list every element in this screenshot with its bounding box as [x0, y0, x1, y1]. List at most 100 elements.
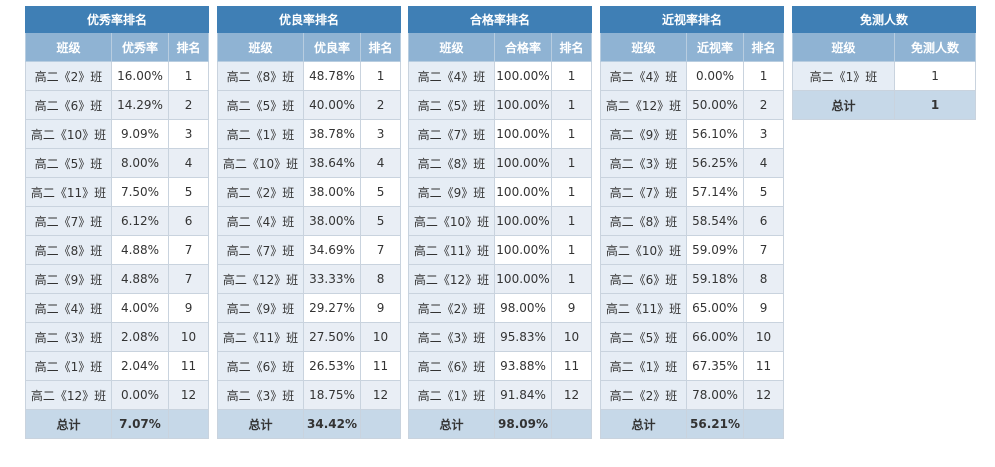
- rate-cell: 56.25%: [686, 148, 744, 178]
- rank-cell: 10: [742, 322, 785, 352]
- table-row: 高二《10》班 38.64% 4: [217, 148, 402, 178]
- table-row: 高二《3》班 95.83% 10: [408, 322, 593, 352]
- class-cell: 高二《6》班: [408, 351, 495, 381]
- rate-cell: 95.83%: [494, 322, 552, 352]
- rate-cell: 27.50%: [303, 322, 361, 352]
- rank-cell: 7: [742, 235, 785, 265]
- class-cell: 高二《1》班: [25, 351, 112, 381]
- rate-cell: 16.00%: [111, 61, 169, 91]
- rank-cell: 3: [742, 119, 785, 149]
- table-row: 高二《12》班 100.00% 1: [408, 264, 593, 294]
- class-cell: 高二《4》班: [600, 61, 687, 91]
- table-row: 高二《8》班 48.78% 1: [217, 61, 402, 91]
- table-row: 高二《1》班 1: [792, 61, 977, 91]
- column-header-rate: 优秀率: [111, 32, 169, 62]
- table-row: 高二《3》班 2.08% 10: [25, 322, 210, 352]
- table-row: 高二《3》班 56.25% 4: [600, 148, 785, 178]
- rank-cell: 1: [550, 119, 593, 149]
- table-row: 高二《1》班 38.78% 3: [217, 119, 402, 149]
- rate-cell: 34.69%: [303, 235, 361, 265]
- rate-cell: 56.10%: [686, 119, 744, 149]
- table-row: 高二《5》班 40.00% 2: [217, 90, 402, 120]
- rate-cell: 8.00%: [111, 148, 169, 178]
- table-row: 高二《2》班 16.00% 1: [25, 61, 210, 91]
- column-header-rank: 排名: [742, 32, 785, 62]
- rate-cell: 2.04%: [111, 351, 169, 381]
- class-cell: 高二《2》班: [25, 61, 112, 91]
- column-header-class: 班级: [600, 32, 687, 62]
- class-cell: 高二《10》班: [600, 235, 687, 265]
- class-cell: 高二《1》班: [217, 119, 304, 149]
- rate-cell: 33.33%: [303, 264, 361, 294]
- table-row: 高二《10》班 9.09% 3: [25, 119, 210, 149]
- rate-cell: 38.78%: [303, 119, 361, 149]
- rank-cell: 5: [742, 177, 785, 207]
- rank-cell: 2: [359, 90, 402, 120]
- rate-cell: 59.18%: [686, 264, 744, 294]
- rank-cell: 7: [167, 264, 210, 294]
- total-row: 总计 56.21%: [600, 409, 785, 439]
- class-cell: 高二《4》班: [408, 61, 495, 91]
- rank-cell: 12: [550, 380, 593, 410]
- table-row: 高二《9》班 56.10% 3: [600, 119, 785, 149]
- rank-cell: 3: [359, 119, 402, 149]
- class-cell: 高二《3》班: [600, 148, 687, 178]
- table-row: 高二《10》班 59.09% 7: [600, 235, 785, 265]
- rate-cell: 18.75%: [303, 380, 361, 410]
- rank-cell: 1: [550, 90, 593, 120]
- class-cell: 高二《5》班: [600, 322, 687, 352]
- rank-cell: 5: [359, 206, 402, 236]
- rate-cell: 0.00%: [686, 61, 744, 91]
- total-empty-cell: [550, 409, 593, 439]
- table-title: 近视率排名: [599, 6, 785, 33]
- class-cell: 高二《7》班: [217, 235, 304, 265]
- table-row: 高二《6》班 59.18% 8: [600, 264, 785, 294]
- total-label: 总计: [792, 90, 895, 120]
- class-cell: 高二《1》班: [792, 61, 895, 91]
- class-cell: 高二《8》班: [600, 206, 687, 236]
- table-row: 高二《1》班 2.04% 11: [25, 351, 210, 381]
- total-empty-cell: [742, 409, 785, 439]
- class-cell: 高二《3》班: [217, 380, 304, 410]
- excellence-rate-ranking-table: 优秀率排名 班级 优秀率 排名 高二《2》班 16.00% 1 高二《6》班 14.2…: [24, 6, 210, 439]
- rate-cell: 98.00%: [494, 293, 552, 323]
- table-row: 高二《12》班 0.00% 12: [25, 380, 210, 410]
- rate-cell: 100.00%: [494, 148, 552, 178]
- total-value: 1: [893, 90, 977, 120]
- class-cell: 高二《6》班: [217, 351, 304, 381]
- rate-cell: 4.00%: [111, 293, 169, 323]
- rank-cell: 1: [550, 148, 593, 178]
- table-row: 高二《6》班 26.53% 11: [217, 351, 402, 381]
- class-cell: 高二《2》班: [408, 293, 495, 323]
- rate-cell: 14.29%: [111, 90, 169, 120]
- rate-cell: 100.00%: [494, 61, 552, 91]
- rank-cell: 7: [359, 235, 402, 265]
- total-label: 总计: [217, 409, 304, 439]
- total-empty-cell: [167, 409, 210, 439]
- table-row: 高二《1》班 91.84% 12: [408, 380, 593, 410]
- class-cell: 高二《7》班: [408, 119, 495, 149]
- class-cell: 高二《7》班: [25, 206, 112, 236]
- rank-cell: 6: [167, 206, 210, 236]
- rate-cell: 58.54%: [686, 206, 744, 236]
- class-cell: 高二《10》班: [25, 119, 112, 149]
- total-row: 总计 34.42%: [217, 409, 402, 439]
- total-value: 7.07%: [111, 409, 169, 439]
- rate-cell: 65.00%: [686, 293, 744, 323]
- total-label: 总计: [25, 409, 112, 439]
- table-row: 高二《2》班 78.00% 12: [600, 380, 785, 410]
- class-cell: 高二《2》班: [600, 380, 687, 410]
- rank-cell: 9: [550, 293, 593, 323]
- table-row: 高二《9》班 29.27% 9: [217, 293, 402, 323]
- rate-cell: 100.00%: [494, 119, 552, 149]
- rank-cell: 9: [167, 293, 210, 323]
- rate-cell: 91.84%: [494, 380, 552, 410]
- table-row: 高二《11》班 65.00% 9: [600, 293, 785, 323]
- class-cell: 高二《6》班: [600, 264, 687, 294]
- rate-cell: 78.00%: [686, 380, 744, 410]
- rank-cell: 1: [550, 235, 593, 265]
- rate-cell: 100.00%: [494, 235, 552, 265]
- rank-cell: 10: [167, 322, 210, 352]
- rate-cell: 100.00%: [494, 177, 552, 207]
- column-header-rank: 排名: [167, 32, 210, 62]
